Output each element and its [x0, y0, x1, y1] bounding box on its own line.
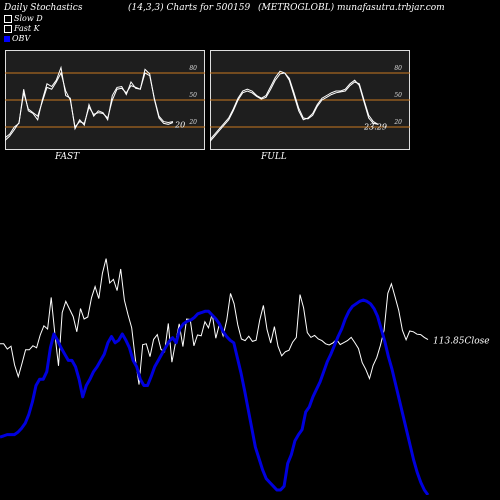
legend-label-slow-d: Slow D — [14, 14, 43, 23]
legend-label-obv: OBV — [12, 34, 31, 43]
full-fast-k-line — [210, 70, 379, 140]
header-middle: (14,3,3) Charts for 500159 — [128, 3, 251, 13]
legend-swatch-fast-k — [4, 25, 12, 33]
header-right: (METROGLOBL) munafasutra.trbjar.com — [258, 3, 445, 13]
obv-line — [0, 298, 430, 495]
full-slow-d-line — [210, 72, 379, 142]
full-tick-50: 50 — [394, 92, 402, 99]
fast-tick-80: 80 — [189, 65, 197, 72]
price-obv-chart: 113.85Close — [0, 258, 490, 495]
header-left: Daily Stochastics — [4, 3, 83, 13]
full-tick-80: 80 — [394, 65, 402, 72]
legend-fast-k: Fast K — [4, 24, 40, 33]
legend-obv: OBV — [4, 34, 30, 43]
full-stochastic-chart: 20 50 80 23.29 — [210, 50, 410, 150]
fast-tick-20: 20 — [188, 119, 197, 126]
legend-swatch-obv — [4, 36, 10, 42]
fast-fast-k-line — [5, 65, 174, 139]
legend-slow-d: Slow D — [4, 14, 43, 23]
full-panel-title: FULL — [261, 152, 287, 162]
fast-panel-title: FAST — [55, 152, 80, 162]
fast-stochastic-chart: 20 50 80 20 — [5, 50, 205, 150]
fast-last-value-label: 20 — [174, 121, 185, 130]
legend-label-fast-k: Fast K — [14, 24, 40, 33]
fast-slow-d-line — [5, 71, 174, 141]
legend-swatch-slow-d — [4, 15, 12, 23]
close-last-value-label: 113.85Close — [433, 337, 490, 347]
full-tick-20: 20 — [393, 119, 402, 126]
close-price-line — [0, 258, 429, 385]
full-last-value-label: 23.29 — [363, 122, 387, 131]
fast-tick-50: 50 — [189, 92, 197, 99]
